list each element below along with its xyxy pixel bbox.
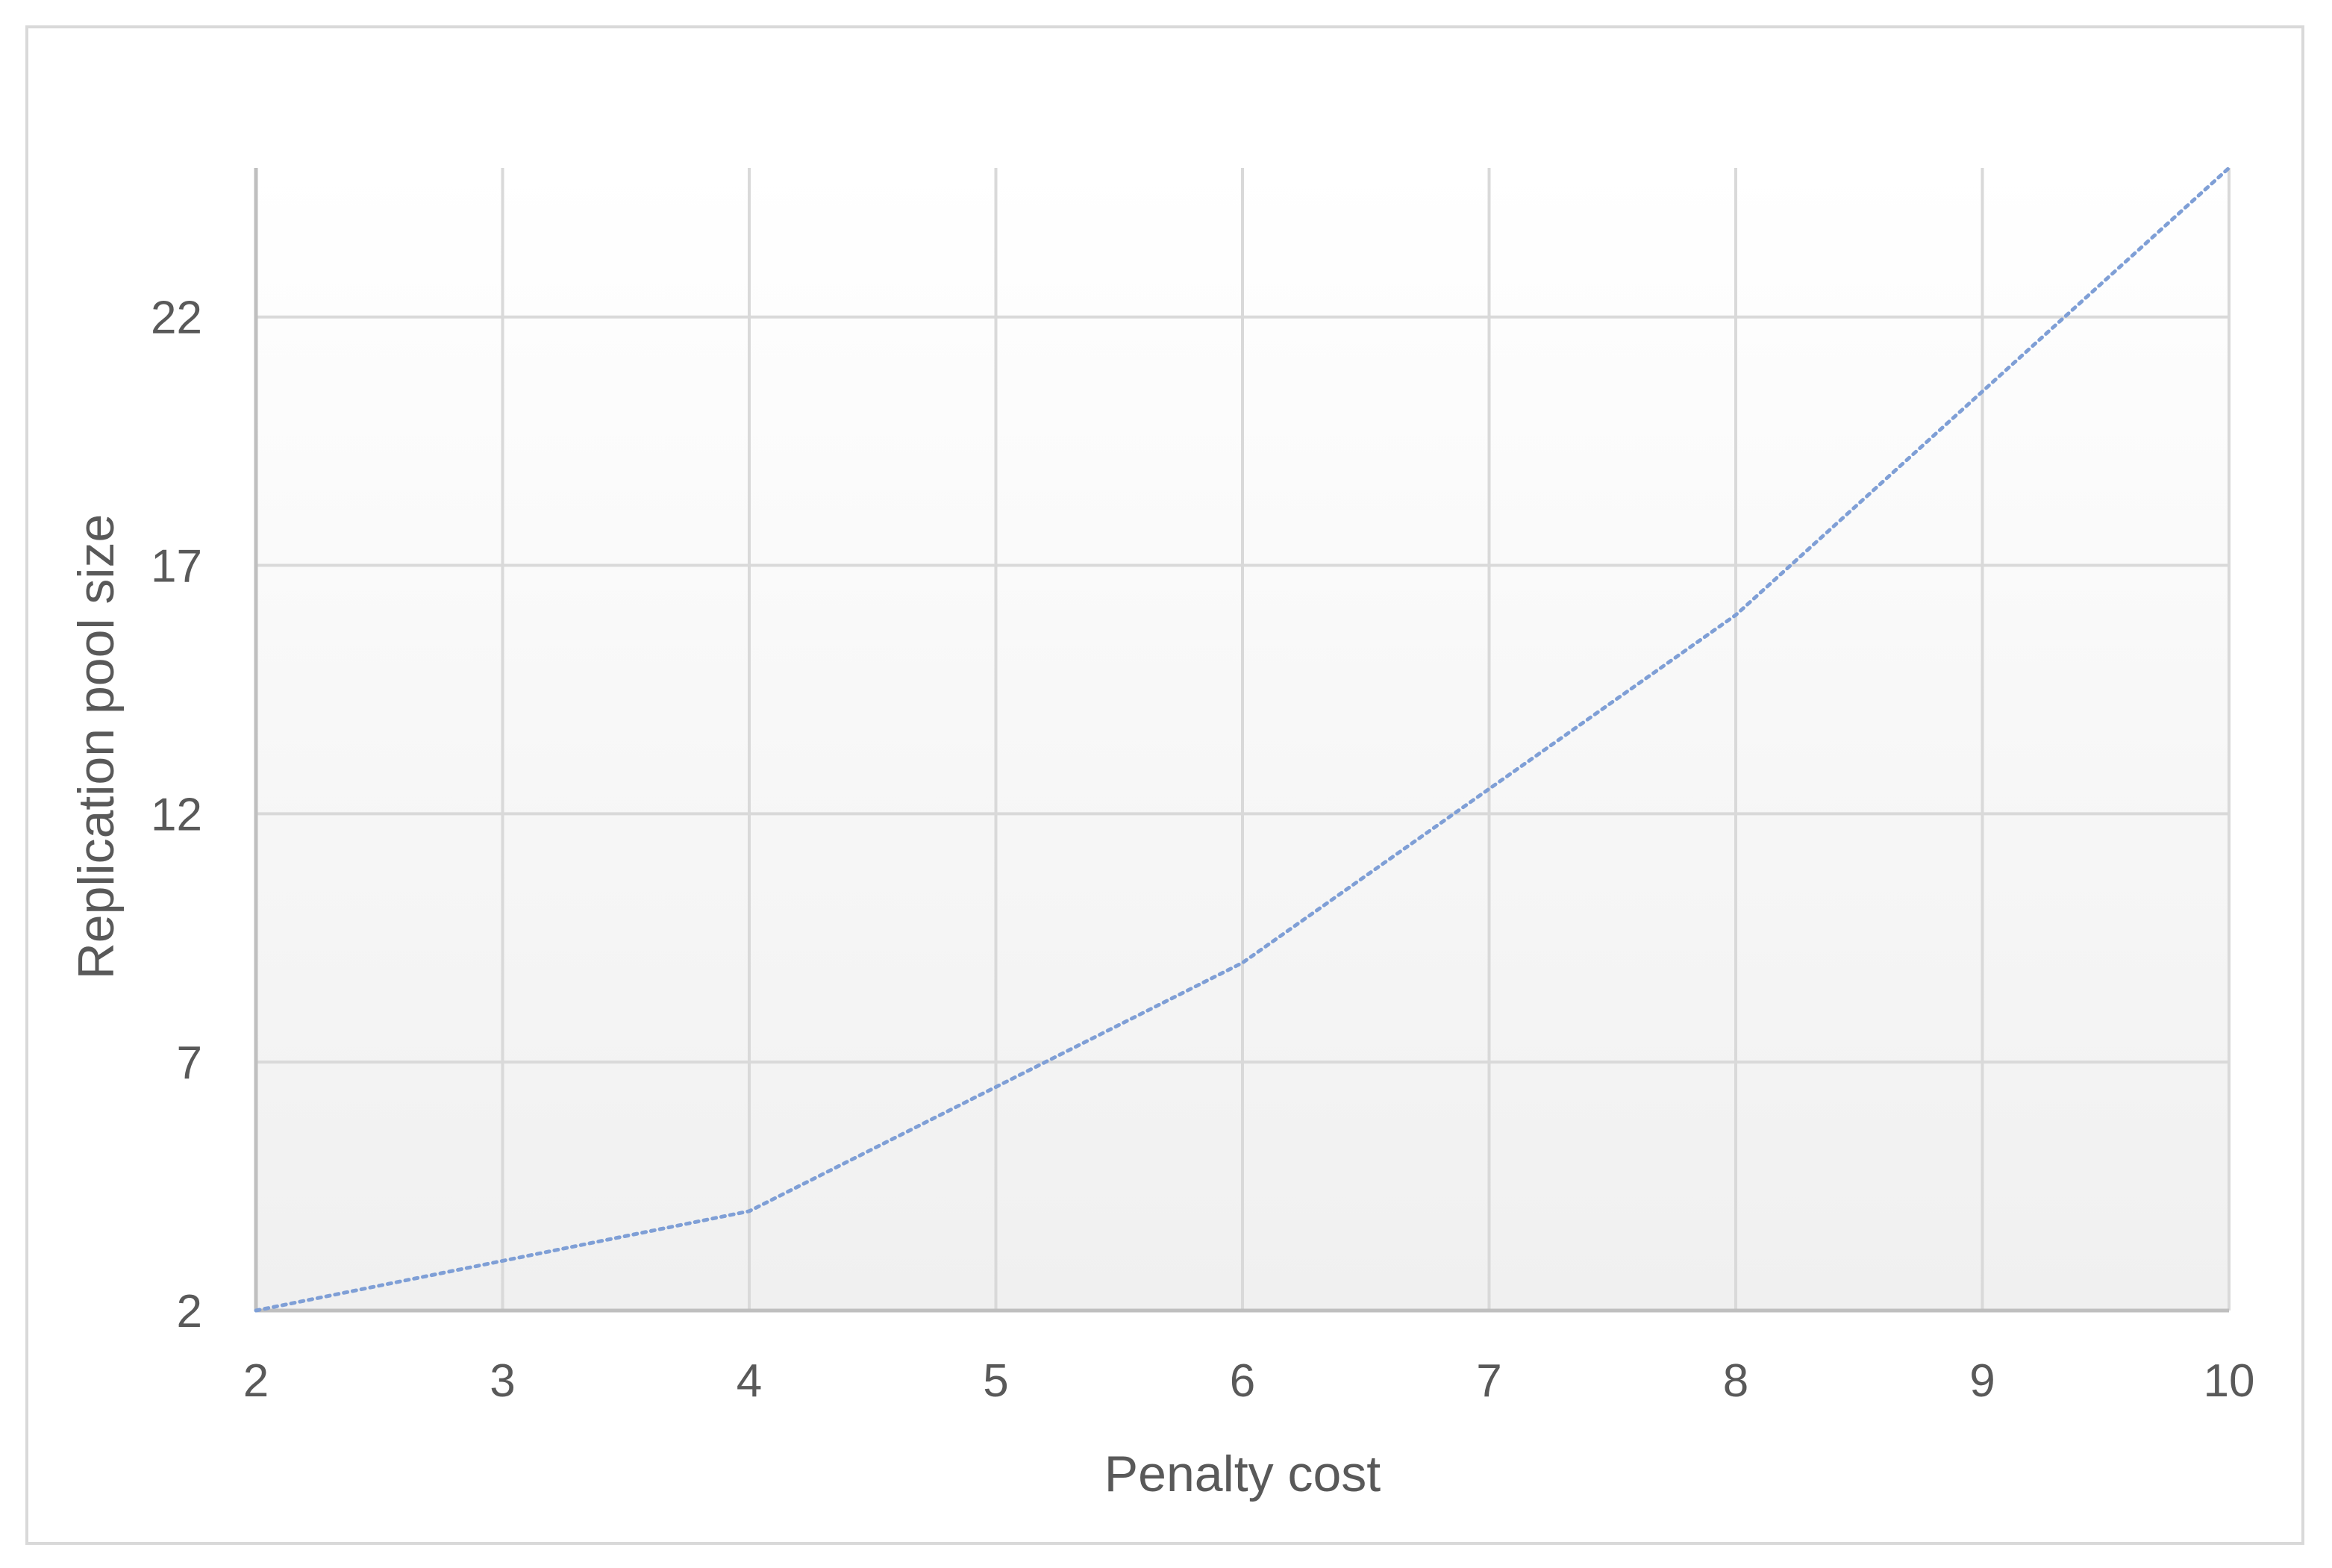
y-axis-title: Replication pool size [68, 514, 125, 980]
x-tick-label: 8 [1723, 1355, 1748, 1407]
x-tick-label: 3 [490, 1355, 515, 1407]
y-tick-label: 17 [151, 541, 202, 593]
gridlines [256, 168, 2231, 1311]
x-tick-label: 10 [2204, 1355, 2255, 1407]
x-tick-label: 6 [1230, 1355, 1255, 1407]
x-tick-label: 9 [1969, 1355, 1995, 1407]
x-tick-label: 4 [737, 1355, 762, 1407]
axes [254, 168, 2229, 1313]
y-tick-label: 12 [151, 789, 202, 840]
tick-labels: 2 3 4 5 6 7 8 9 10 2 7 12 17 22 [151, 293, 2254, 1407]
y-tick-label: 7 [177, 1037, 202, 1089]
series-layer [254, 166, 2231, 1313]
x-axis-title: Penalty cost [1104, 1446, 1381, 1502]
x-tick-label: 5 [983, 1355, 1008, 1407]
y-tick-label: 22 [151, 293, 202, 344]
y-tick-label: 2 [177, 1286, 202, 1337]
x-tick-label: 7 [1476, 1355, 1501, 1407]
x-tick-label: 2 [243, 1355, 269, 1407]
